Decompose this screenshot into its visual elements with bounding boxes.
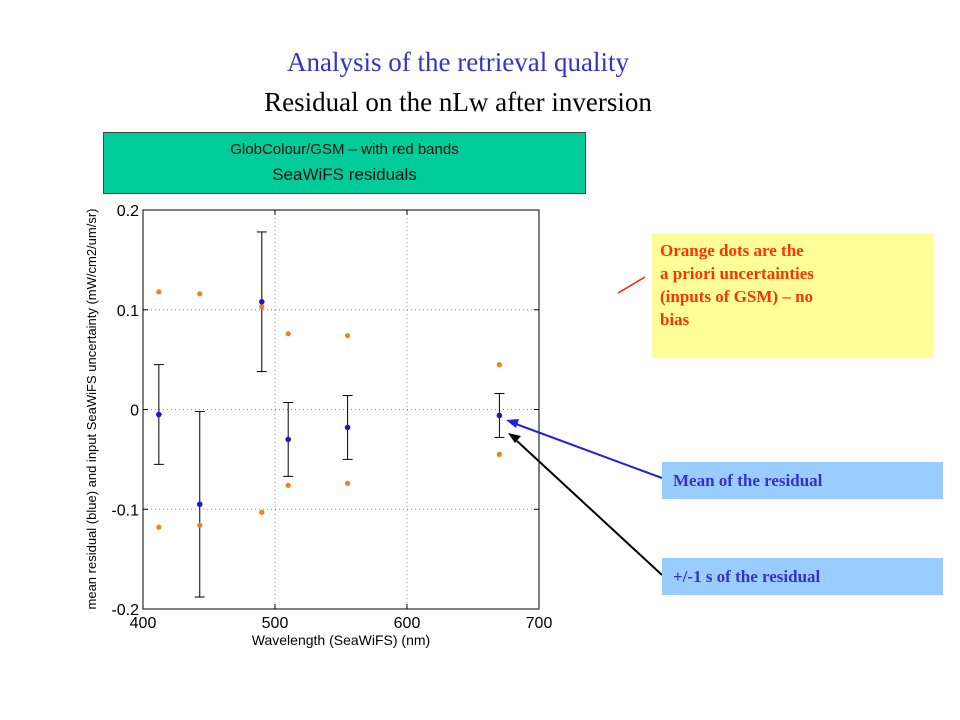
std-residual-note: +/-1 s of the residual — [662, 558, 943, 595]
uncertainty-point — [285, 482, 291, 488]
uncertainty-point — [496, 362, 502, 368]
plot-area — [143, 210, 539, 609]
x-axis: 400 500 600 700 — [130, 210, 553, 632]
mean-point — [344, 424, 351, 431]
uncertainty-point — [285, 331, 291, 337]
uncertainty-point — [197, 522, 203, 528]
banner-line-1: GlobColour/GSM – with red bands — [230, 141, 459, 158]
y-tick-label: 0.1 — [117, 303, 139, 320]
uncertainty-point — [345, 480, 351, 486]
mean-point — [196, 501, 203, 508]
mean-point — [496, 412, 503, 419]
x-tick-label: 400 — [130, 615, 157, 632]
mean-point — [259, 298, 265, 305]
mean-points — [156, 298, 503, 508]
orange-note-pointer — [617, 276, 646, 294]
y-axis: -0.2 -0.1 0 0.1 0.2 — [111, 203, 539, 619]
uncertainty-point — [156, 524, 162, 530]
x-tick-label: 500 — [262, 615, 289, 632]
title-line-2: Residual on the nLw after inversion — [264, 87, 652, 117]
mean-residual-note: Mean of the residual — [662, 462, 943, 499]
y-tick-label: 0.2 — [117, 203, 139, 220]
x-tick-label: 700 — [526, 615, 553, 632]
uncertainty-point — [496, 451, 502, 457]
uncertainty-point — [345, 333, 351, 339]
mean-point — [285, 436, 292, 443]
chart-banner: GlobColour/GSM – with red bands SeaWiFS … — [103, 132, 586, 194]
title-line-1: Analysis of the retrieval quality — [287, 47, 629, 77]
grid-lines — [143, 210, 539, 609]
uncertainty-point — [259, 509, 265, 515]
uncertainty-points — [156, 289, 502, 530]
uncertainty-point — [156, 289, 162, 295]
uncertainty-point — [197, 291, 203, 297]
y-tick-label: -0.2 — [111, 602, 139, 619]
y-tick-label: -0.1 — [111, 502, 139, 519]
banner-line-2: SeaWiFS residuals — [272, 165, 417, 184]
x-tick-label: 600 — [394, 615, 421, 632]
orange-dots-note: Orange dots are the a priori uncertainti… — [652, 233, 933, 358]
y-tick-label: 0 — [130, 403, 139, 420]
x-axis-label: Wavelength (SeaWiFS) (nm) — [252, 632, 430, 648]
y-axis-label: mean residual (blue) and input SeaWiFS u… — [84, 209, 99, 610]
uncertainty-point — [259, 304, 265, 310]
std-arrow — [508, 433, 663, 576]
mean-point — [156, 411, 162, 418]
mean-arrow — [506, 419, 663, 479]
